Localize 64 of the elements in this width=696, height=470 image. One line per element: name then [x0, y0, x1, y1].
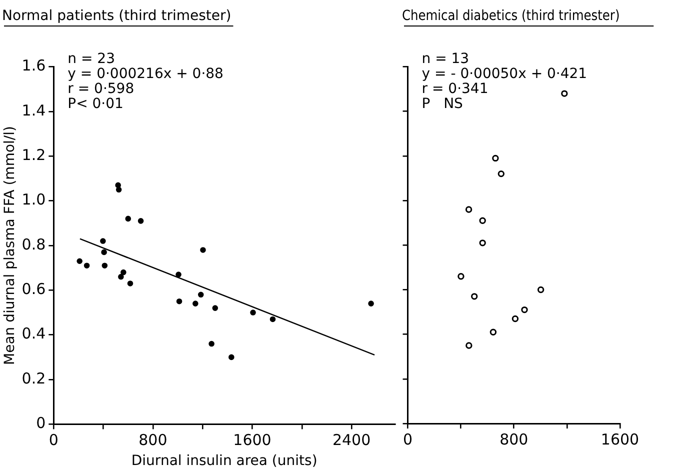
x-tick-label: 2400: [332, 431, 371, 450]
point: [521, 306, 528, 314]
point: [537, 286, 544, 294]
point: [466, 342, 472, 349]
point: [198, 292, 204, 298]
point: [490, 328, 497, 336]
y-tick-label: 0.2: [22, 369, 46, 388]
point: [76, 258, 82, 264]
point: [118, 274, 124, 280]
point: [458, 273, 464, 280]
y-axis-title: Mean diurnal plasma FFA (mmol/l): [2, 126, 18, 365]
annotation: P< 0·01: [68, 96, 124, 112]
point: [465, 206, 472, 213]
x-tick-label: 1600: [233, 431, 272, 450]
point: [84, 262, 90, 269]
x-tick-label: 800: [138, 431, 168, 450]
point: [176, 272, 182, 278]
point: [102, 262, 108, 269]
chart-title: Normal patients (third trimester): [2, 8, 232, 24]
x-tick-label: 1600: [600, 430, 640, 448]
annotation: y = 0·000216x + 0·88: [68, 66, 224, 82]
y-tick-label: 1.2: [22, 146, 46, 164]
y-tick-label: 0.4: [22, 324, 46, 343]
point: [120, 269, 126, 276]
point: [138, 218, 144, 224]
y-tick-label: 1.4: [22, 101, 46, 120]
y-tick-label: 1.0: [22, 190, 46, 209]
annotation: r = 0·598: [68, 80, 134, 97]
point: [115, 182, 121, 188]
point: [561, 90, 568, 97]
point: [250, 310, 256, 316]
point: [192, 300, 198, 306]
annotation: P NS: [422, 96, 464, 112]
x-tick-label: 0: [48, 431, 58, 450]
point: [270, 316, 276, 322]
point: [212, 305, 218, 311]
point: [125, 216, 132, 222]
point: [127, 280, 134, 286]
chart-title: Chemical diabetics (third trimester): [402, 8, 620, 24]
y-tick-label: 0.8: [22, 235, 46, 254]
x-tick-label: 0: [403, 430, 413, 448]
point: [512, 315, 519, 322]
y-tick-label: 0: [36, 414, 46, 432]
annotation: n = 23: [68, 50, 115, 67]
point: [100, 238, 106, 244]
annotation: y = - 0·00050x + 0·421: [422, 66, 588, 82]
point: [228, 354, 234, 360]
point: [176, 298, 182, 304]
annotation: r = 0·341: [422, 80, 488, 97]
y-tick-label: 0.6: [22, 280, 46, 298]
annotation: n = 13: [422, 50, 470, 67]
x-tick-label: 800: [500, 430, 528, 448]
y-tick-label: 1.6: [22, 56, 46, 75]
point: [368, 300, 374, 306]
point: [200, 247, 206, 253]
point: [498, 170, 504, 178]
point: [208, 340, 214, 347]
point: [479, 217, 486, 224]
point: [479, 240, 486, 246]
point: [492, 154, 499, 162]
point: [101, 249, 107, 256]
point: [116, 186, 122, 193]
x-axis-title: Diurnal insulin area (units): [131, 453, 318, 470]
point: [471, 293, 478, 300]
